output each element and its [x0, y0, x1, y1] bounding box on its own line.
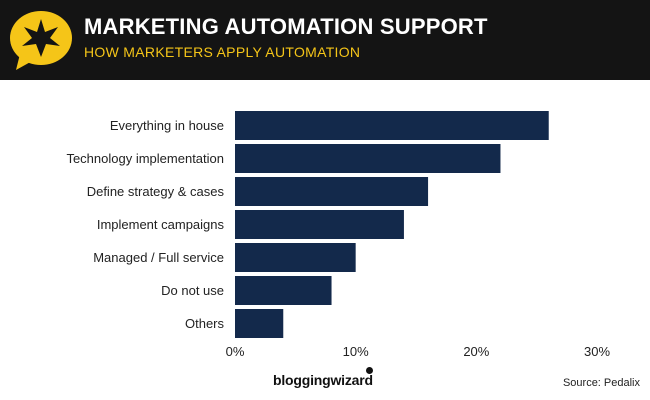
brand-logo-dot: [366, 367, 373, 374]
source-note: Source: Pedalix: [562, 377, 640, 389]
bar-1: [235, 144, 501, 173]
category-label: Do not use: [161, 283, 224, 298]
star-speech-bubble-icon: [10, 11, 72, 70]
bar-2: [235, 177, 429, 206]
brand-logo: bloggingwizard: [273, 372, 373, 388]
x-tick-label: 30%: [584, 344, 610, 359]
category-label: Implement campaigns: [97, 217, 225, 232]
bar-4: [235, 243, 356, 272]
page-subtitle: HOW MARKETERS APPLY AUTOMATION: [84, 44, 361, 60]
category-label: Technology implementation: [66, 151, 224, 166]
x-tick-label: 10%: [343, 344, 369, 359]
bar-chart: Everything in house Technology implementa…: [66, 111, 610, 359]
header-banner: MARKETING AUTOMATION SUPPORT HOW MARKETE…: [0, 0, 650, 80]
x-tick-label: 0%: [226, 344, 245, 359]
bar-6: [235, 309, 284, 338]
category-label: Define strategy & cases: [87, 184, 225, 199]
page-title: MARKETING AUTOMATION SUPPORT: [84, 14, 488, 39]
category-label: Everything in house: [110, 118, 224, 133]
bar-0: [235, 111, 549, 140]
bar-3: [235, 210, 404, 239]
bar-5: [235, 276, 332, 305]
category-label: Others: [185, 316, 225, 331]
category-label: Managed / Full service: [93, 250, 224, 265]
x-tick-label: 20%: [463, 344, 489, 359]
